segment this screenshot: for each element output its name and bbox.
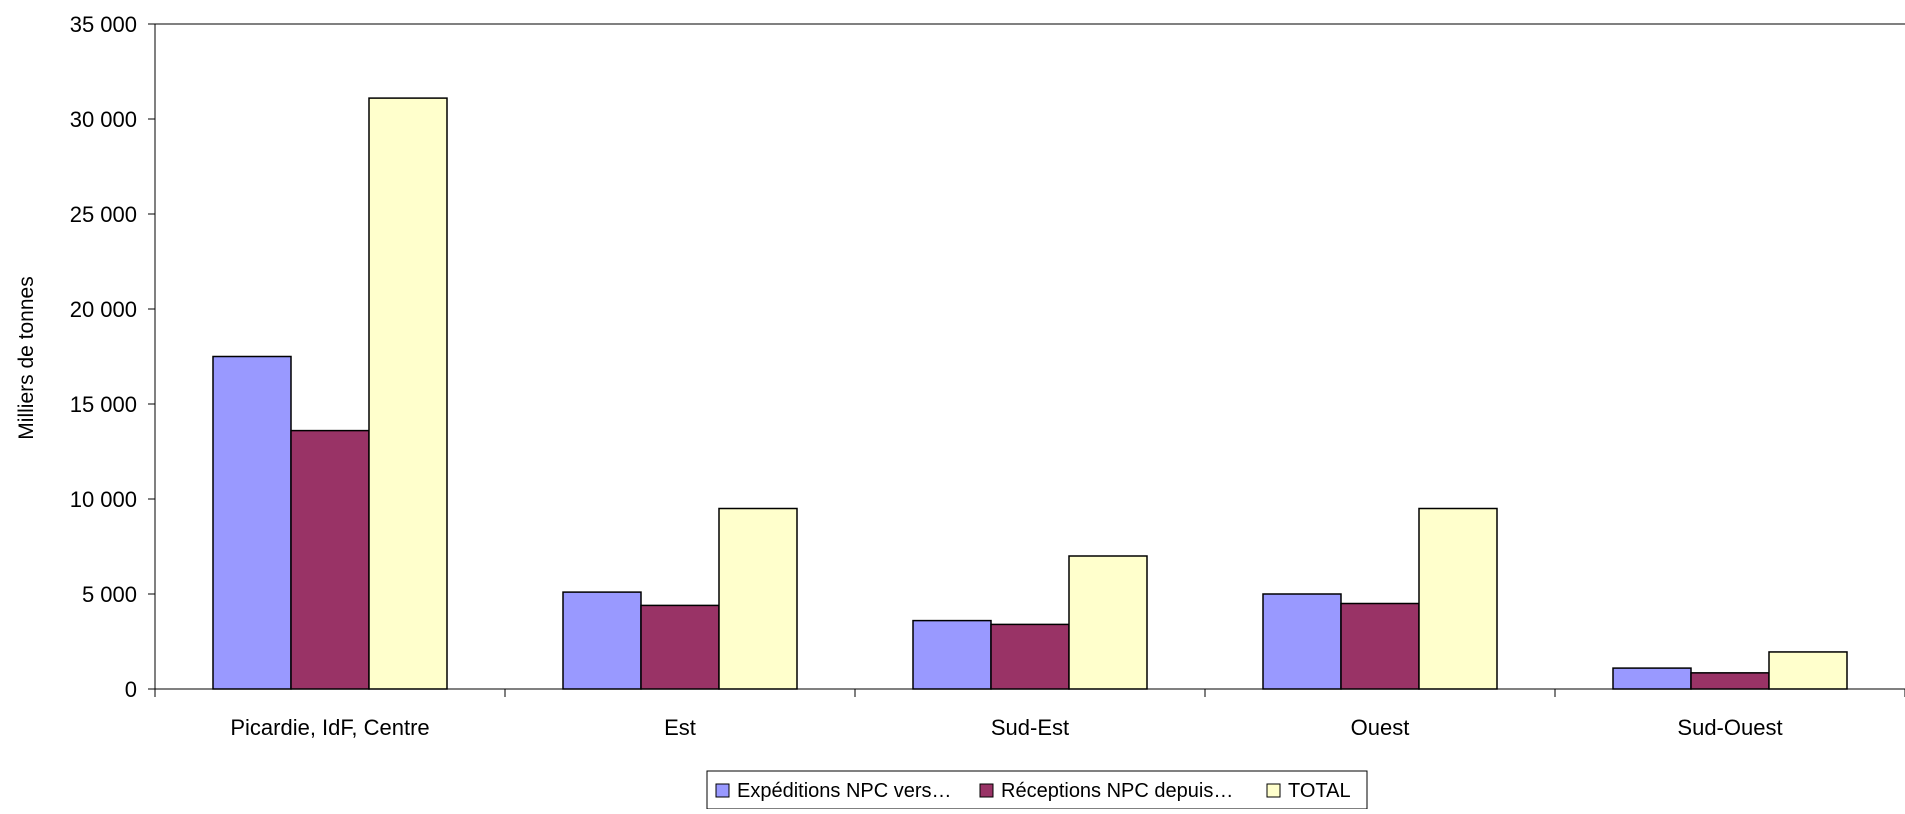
y-tick-label: 35 000 bbox=[70, 12, 137, 37]
legend-swatch bbox=[715, 783, 730, 798]
y-axis: 0 5 000 10 000 15 000 20 000 25 000 30 000 35 0… bbox=[70, 12, 1905, 702]
x-category-label: Est bbox=[664, 715, 696, 740]
bar bbox=[1262, 593, 1342, 690]
y-tick-label: 5 000 bbox=[82, 582, 137, 607]
y-tick-label: 0 bbox=[125, 677, 137, 702]
x-category-label: Ouest bbox=[1351, 715, 1410, 740]
y-tick-label: 25 000 bbox=[70, 202, 137, 227]
bar bbox=[990, 623, 1070, 690]
y-tick-label: 30 000 bbox=[70, 107, 137, 132]
x-category-label: Picardie, IdF, Centre bbox=[230, 715, 429, 740]
bar bbox=[912, 619, 992, 690]
y-tick-label: 10 000 bbox=[70, 487, 137, 512]
legend-label: TOTAL bbox=[1288, 780, 1351, 802]
bar bbox=[1612, 667, 1692, 690]
legend-swatch bbox=[979, 783, 994, 798]
x-category-label: Sud-Ouest bbox=[1677, 715, 1782, 740]
bar bbox=[1768, 651, 1848, 690]
bar bbox=[1690, 672, 1770, 690]
y-tick-label: 20 000 bbox=[70, 297, 137, 322]
bar bbox=[1418, 507, 1498, 690]
x-axis: Picardie, IdF, Centre Est Sud-Est Ouest Sud-… bbox=[154, 688, 1905, 740]
bar bbox=[368, 97, 448, 690]
legend-label: Réceptions NPC depuis… bbox=[1001, 780, 1233, 802]
bar bbox=[1340, 602, 1420, 690]
legend-swatch bbox=[1266, 783, 1281, 798]
y-tick-label: 15 000 bbox=[70, 392, 137, 417]
bar bbox=[562, 591, 642, 690]
bar bbox=[640, 604, 720, 690]
legend-label: Expéditions NPC vers… bbox=[737, 780, 952, 802]
legend: Expéditions NPC vers… Réceptions NPC depu… bbox=[706, 770, 1368, 810]
x-category-label: Sud-Est bbox=[991, 715, 1069, 740]
bar bbox=[1068, 555, 1148, 690]
bar bbox=[718, 507, 798, 690]
y-axis-title: Milliers de tonnes bbox=[15, 276, 38, 439]
bar bbox=[212, 355, 292, 690]
bars bbox=[212, 97, 1848, 690]
bar bbox=[290, 429, 370, 690]
legend-box bbox=[706, 770, 1368, 810]
